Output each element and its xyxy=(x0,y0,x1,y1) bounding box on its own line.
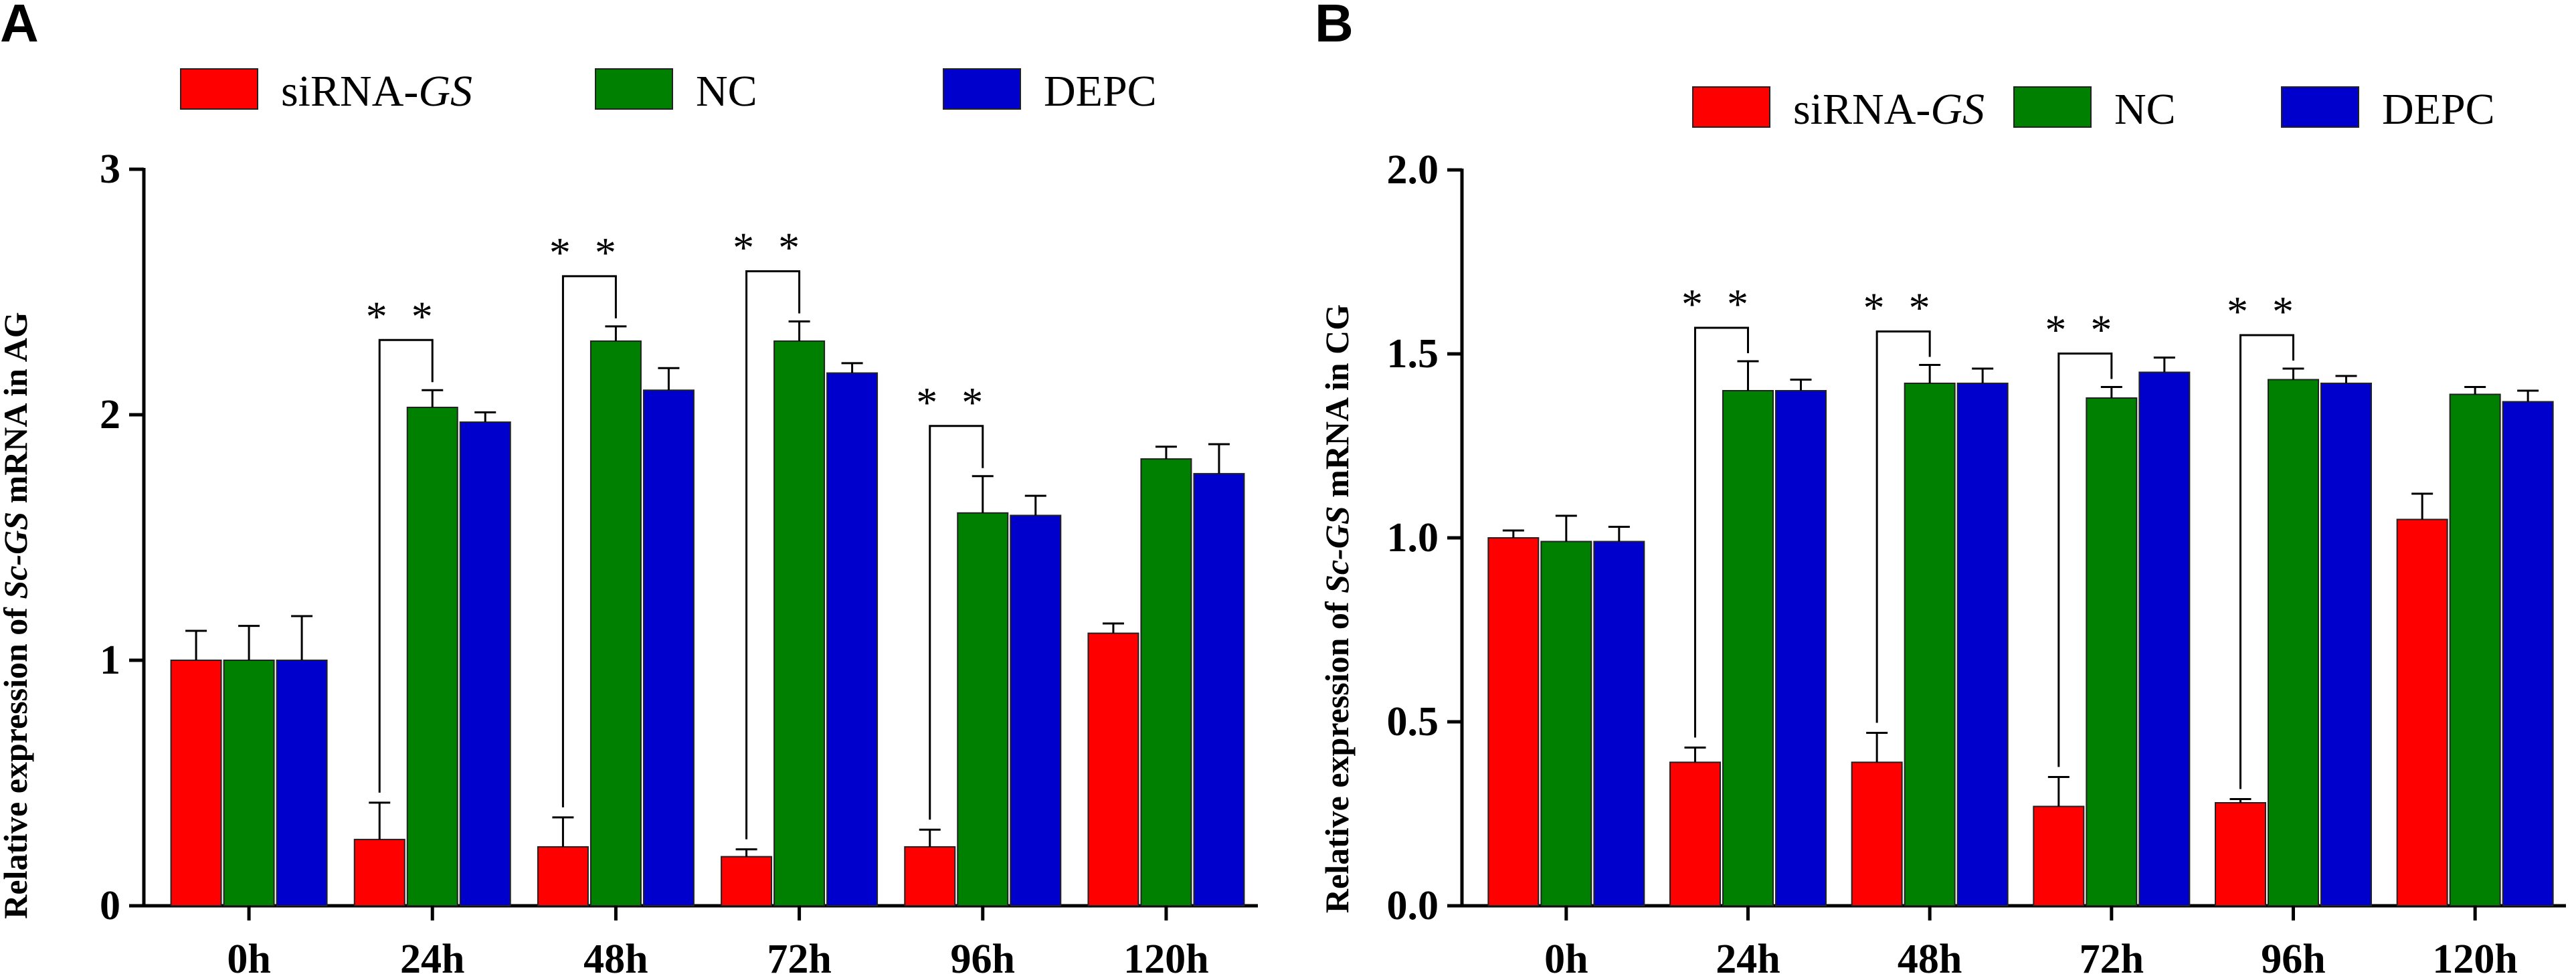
bar xyxy=(1593,541,1645,906)
y-tick-label: 0 xyxy=(100,883,120,929)
bar xyxy=(957,512,1009,906)
bar xyxy=(1775,390,1827,906)
bar xyxy=(773,340,826,906)
significance-label: * * xyxy=(1681,280,1755,328)
bar xyxy=(2138,371,2191,906)
legend-label: DEPC xyxy=(1044,67,1157,116)
significance-bracket xyxy=(929,425,984,820)
legend-swatch xyxy=(180,68,258,110)
x-tick-label: 96h xyxy=(951,937,1015,974)
significance-label: * * xyxy=(366,292,440,340)
significance-label: * * xyxy=(1863,284,1937,332)
legend-swatch xyxy=(943,68,1021,110)
bar xyxy=(1956,383,2009,906)
legend-swatch xyxy=(1692,86,1770,128)
y-tick-label: 1.0 xyxy=(1387,515,1439,561)
significance-bracket xyxy=(2239,334,2294,789)
x-tick-label: 48h xyxy=(583,937,648,974)
significance-bracket xyxy=(1875,330,1931,723)
y-axis-label: Relative expression of Sc-GS mRNA in CG xyxy=(1318,304,1356,913)
bar xyxy=(589,340,642,906)
legend-swatch xyxy=(2281,86,2359,128)
significance-bracket xyxy=(561,275,617,807)
panel-b: B Relative expression of Sc-GS mRNA in C… xyxy=(1315,0,2566,974)
x-tick-label: 48h xyxy=(1898,937,1962,974)
bar xyxy=(721,856,773,906)
legend-swatch xyxy=(2013,86,2092,128)
x-tick-label: 120h xyxy=(2432,937,2517,974)
plot-area: 0.0 0.5 1.0 1.5 2.0 0h 24h * * 48h * * 72h * * 96h * … xyxy=(1387,147,2566,974)
plot-area: 0 1 2 3 0h 24h * * 48h * * 72h * * 96h * * 120h xyxy=(100,147,1258,974)
significance-label: * * xyxy=(549,229,623,276)
bar xyxy=(537,846,589,907)
bar xyxy=(1087,632,1139,906)
bar xyxy=(904,846,956,907)
bar xyxy=(406,406,458,906)
bar xyxy=(1140,458,1192,906)
x-tick-label: 120h xyxy=(1123,937,1208,974)
significance-bracket xyxy=(378,338,434,793)
bar xyxy=(642,389,695,906)
x-tick-label: 72h xyxy=(2080,937,2144,974)
bar xyxy=(1487,537,1540,906)
significance-bracket xyxy=(745,270,801,840)
x-tick-label: 24h xyxy=(1716,937,1780,974)
x-tick-label: 0h xyxy=(227,937,270,974)
bar xyxy=(223,660,275,906)
panel-a: A Relative expression of Sc-GS mRNA in A… xyxy=(0,0,1258,974)
bar xyxy=(353,838,405,907)
y-tick-label: 2.0 xyxy=(1387,147,1439,193)
legend: siRNA-GS NC DEPC xyxy=(1692,85,2495,134)
y-tick-label: 0.0 xyxy=(1387,883,1439,929)
significance-label: * * xyxy=(916,379,990,426)
bar xyxy=(2033,805,2085,906)
bar xyxy=(1722,390,1774,906)
y-tick-label: 3 xyxy=(100,147,120,192)
x-tick-label: 0h xyxy=(1544,937,1588,974)
significance-bracket xyxy=(1694,326,1749,738)
bar xyxy=(2320,383,2372,906)
significance-label: * * xyxy=(733,224,806,272)
significance-label: * * xyxy=(2227,288,2300,335)
legend-label: DEPC xyxy=(2382,85,2495,134)
bar xyxy=(170,660,222,906)
bar xyxy=(2396,518,2448,906)
legend: siRNA-GS NC DEPC xyxy=(180,67,1157,116)
significance-label: * * xyxy=(2045,306,2118,354)
legend-label: siRNA-GS xyxy=(281,67,472,116)
legend-label: NC xyxy=(2114,85,2176,134)
x-tick-label: 24h xyxy=(400,937,464,974)
panel-letter: B xyxy=(1315,0,1354,53)
legend-label: NC xyxy=(696,67,757,116)
bar xyxy=(459,421,511,906)
significance-bracket xyxy=(2057,353,2113,767)
legend-swatch xyxy=(595,68,673,110)
bar xyxy=(2449,393,2501,906)
y-tick-label: 2 xyxy=(100,392,120,437)
x-tick-label: 72h xyxy=(767,937,831,974)
bar xyxy=(1193,473,1245,906)
bar xyxy=(1669,761,1721,906)
x-tick-label: 96h xyxy=(2261,937,2325,974)
bar xyxy=(1851,761,1903,906)
bar xyxy=(276,660,328,906)
legend-label: siRNA-GS xyxy=(1793,85,1985,134)
y-tick-label: 1 xyxy=(100,638,120,683)
y-tick-label: 1.5 xyxy=(1387,331,1439,377)
bar xyxy=(826,372,879,906)
bar xyxy=(2502,401,2554,906)
bar xyxy=(1010,514,1062,906)
bar xyxy=(2268,379,2319,906)
bar xyxy=(1904,383,1956,906)
y-tick-label: 0.5 xyxy=(1387,699,1439,745)
bar xyxy=(2086,397,2138,906)
bar xyxy=(1540,541,1592,906)
panel-letter: A xyxy=(0,0,39,53)
bar xyxy=(2215,802,2266,906)
y-axis-label: Relative expression of Sc-GS mRNA in AG xyxy=(0,312,34,918)
